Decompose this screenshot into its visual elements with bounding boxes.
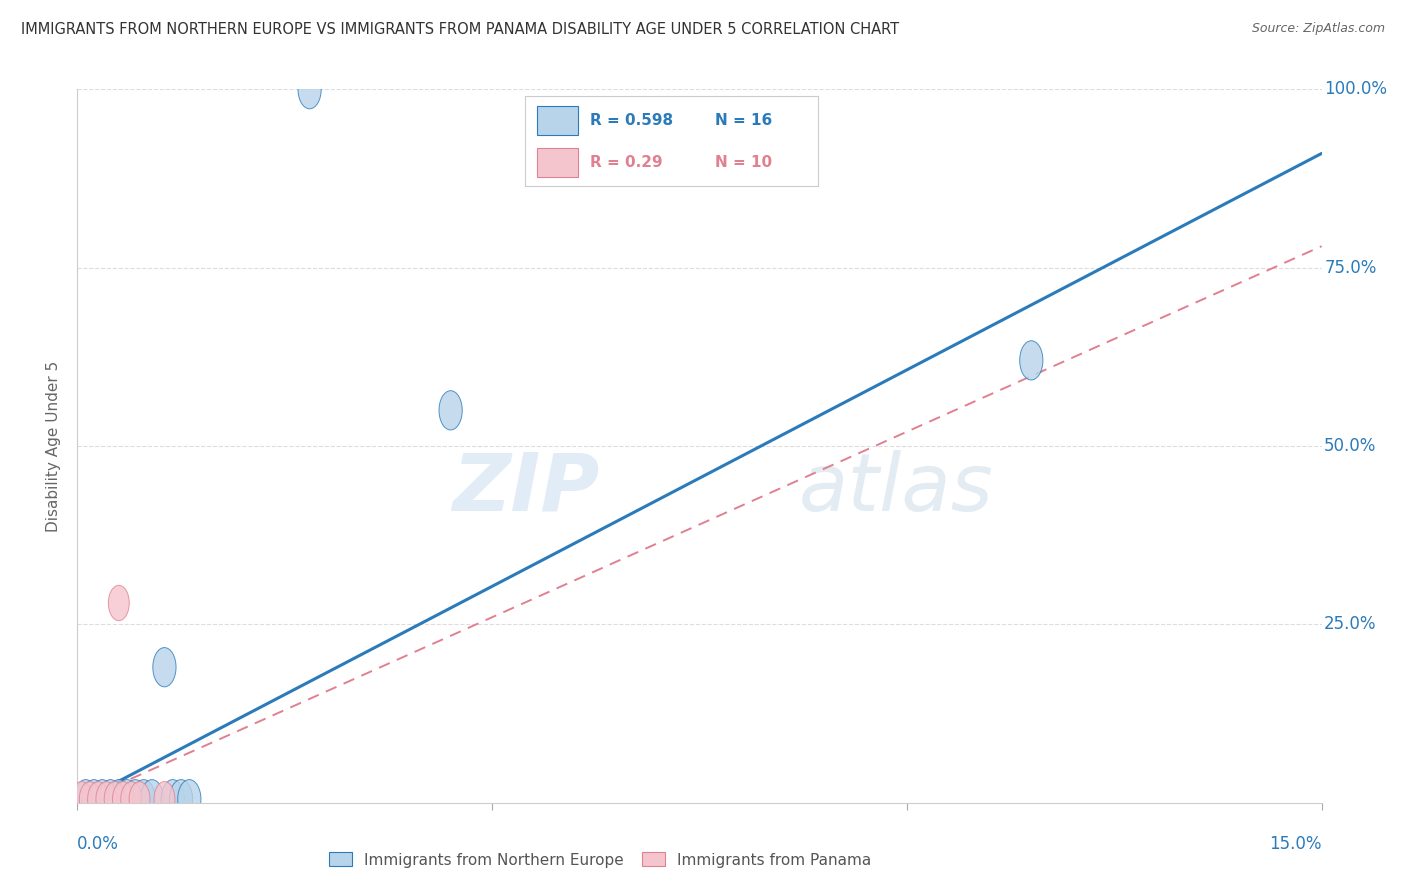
Text: 15.0%: 15.0% xyxy=(1270,835,1322,853)
Text: Source: ZipAtlas.com: Source: ZipAtlas.com xyxy=(1251,22,1385,36)
Ellipse shape xyxy=(79,781,100,817)
Ellipse shape xyxy=(104,781,125,817)
Ellipse shape xyxy=(177,780,201,819)
Text: IMMIGRANTS FROM NORTHERN EUROPE VS IMMIGRANTS FROM PANAMA DISABILITY AGE UNDER 5: IMMIGRANTS FROM NORTHERN EUROPE VS IMMIG… xyxy=(21,22,900,37)
Ellipse shape xyxy=(132,780,155,819)
Y-axis label: Disability Age Under 5: Disability Age Under 5 xyxy=(46,360,62,532)
Ellipse shape xyxy=(141,780,163,819)
Text: 100.0%: 100.0% xyxy=(1324,80,1388,98)
Legend: Immigrants from Northern Europe, Immigrants from Panama: Immigrants from Northern Europe, Immigra… xyxy=(322,847,877,873)
Ellipse shape xyxy=(439,391,463,430)
Text: 25.0%: 25.0% xyxy=(1324,615,1376,633)
Ellipse shape xyxy=(75,780,97,819)
Text: 75.0%: 75.0% xyxy=(1324,259,1376,277)
Ellipse shape xyxy=(112,781,134,817)
Ellipse shape xyxy=(72,781,91,817)
Ellipse shape xyxy=(98,780,122,819)
Ellipse shape xyxy=(129,781,150,817)
Text: 0.0%: 0.0% xyxy=(77,835,120,853)
Ellipse shape xyxy=(108,585,129,621)
Ellipse shape xyxy=(90,780,114,819)
Ellipse shape xyxy=(83,780,105,819)
Ellipse shape xyxy=(153,648,176,687)
Text: ZIP: ZIP xyxy=(453,450,600,528)
Ellipse shape xyxy=(162,780,184,819)
Ellipse shape xyxy=(115,780,139,819)
Ellipse shape xyxy=(169,780,193,819)
Text: atlas: atlas xyxy=(799,450,994,528)
Ellipse shape xyxy=(96,781,117,817)
Ellipse shape xyxy=(155,781,174,817)
Ellipse shape xyxy=(1019,341,1043,380)
Ellipse shape xyxy=(121,781,142,817)
Ellipse shape xyxy=(87,781,108,817)
Text: 50.0%: 50.0% xyxy=(1324,437,1376,455)
Ellipse shape xyxy=(124,780,148,819)
Ellipse shape xyxy=(298,70,321,109)
Ellipse shape xyxy=(107,780,131,819)
